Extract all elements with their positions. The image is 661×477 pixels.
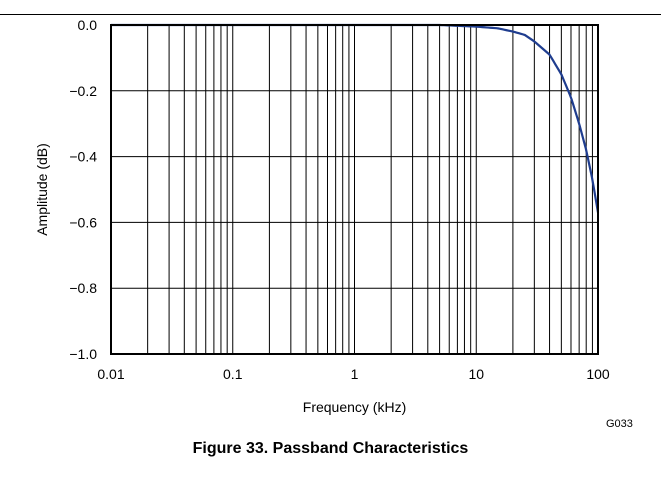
y-tick-label: −0.8	[69, 280, 97, 296]
x-tick-label: 0.01	[97, 366, 124, 382]
y-tick-label: −0.4	[69, 149, 97, 165]
grid	[111, 25, 598, 354]
x-tick-label: 1	[351, 366, 359, 382]
figure-code: G033	[606, 418, 633, 430]
y-tick-label: 0.0	[78, 17, 98, 33]
plot-frame	[110, 24, 599, 355]
y-tick-label: −1.0	[69, 346, 97, 362]
x-tick-label: 100	[586, 366, 610, 382]
x-axis-label: Frequency (kHz)	[303, 399, 406, 415]
x-tick-label: 10	[468, 366, 484, 382]
tick-labels: 0.01 0.1 1 10 100 0.0 −0.2 −0.4 −0.6 −0.8 −1.0	[69, 17, 610, 382]
figure-caption: Figure 33. Passband Characteristics	[192, 440, 469, 457]
x-tick-label: 0.1	[223, 366, 243, 382]
y-axis-label: Amplitude (dB)	[34, 143, 50, 236]
y-tick-label: −0.6	[69, 214, 97, 230]
passband-chart: 0.01 0.1 1 10 100 0.0 −0.2 −0.4 −0.6 −0.8 −1.0 Fre…	[34, 17, 610, 415]
y-tick-label: −0.2	[69, 83, 97, 99]
top-rule	[0, 14, 661, 15]
